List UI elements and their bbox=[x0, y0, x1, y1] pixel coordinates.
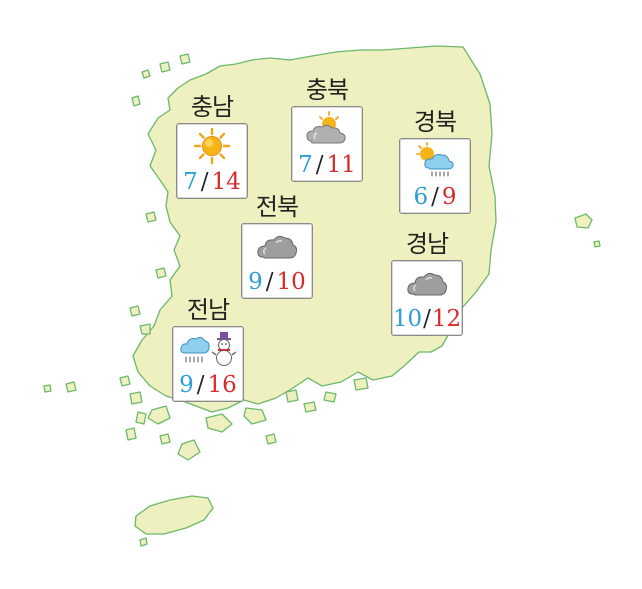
dokdo-island bbox=[593, 240, 601, 248]
island bbox=[177, 439, 201, 461]
island bbox=[159, 433, 171, 445]
island bbox=[243, 407, 267, 425]
island bbox=[159, 61, 171, 73]
region-name: 전남 bbox=[186, 296, 230, 324]
ulleungdo-island bbox=[574, 213, 593, 229]
region-name: 전북 bbox=[255, 193, 299, 221]
low-temp: 6 bbox=[413, 184, 429, 210]
high-temp: 16 bbox=[207, 372, 237, 398]
island bbox=[125, 427, 137, 441]
island bbox=[119, 375, 131, 387]
sun-rain-cloud-icon bbox=[416, 142, 454, 177]
island bbox=[141, 69, 151, 79]
high-temp: 10 bbox=[276, 269, 306, 295]
region-name: 충북 bbox=[305, 76, 349, 104]
low-temp: 7 bbox=[183, 169, 198, 195]
island bbox=[303, 401, 317, 413]
weather-card: 7/11 bbox=[291, 106, 363, 182]
weather-card: 10/12 bbox=[391, 260, 463, 336]
island bbox=[285, 389, 299, 403]
region-chungbuk: 충북 7/11 bbox=[290, 76, 364, 182]
region-chungnam: 충남 7/14 bbox=[175, 93, 249, 199]
high-temp: 11 bbox=[326, 152, 356, 178]
partly-cloudy-icon bbox=[306, 111, 346, 144]
island bbox=[179, 53, 191, 65]
weather-card: 7/14 bbox=[176, 123, 248, 199]
region-name: 경북 bbox=[413, 108, 457, 136]
island bbox=[145, 211, 157, 223]
cloud-icon bbox=[257, 235, 298, 259]
island bbox=[147, 405, 171, 425]
island bbox=[129, 391, 143, 405]
island bbox=[205, 413, 233, 433]
cloud-icon bbox=[407, 272, 448, 296]
low-temp: 7 bbox=[298, 152, 313, 178]
weather-card: 9/16 bbox=[172, 326, 244, 402]
region-jeonbuk: 전북 9/10 bbox=[240, 193, 314, 299]
island bbox=[131, 95, 141, 107]
island bbox=[43, 384, 52, 393]
high-temp: 9 bbox=[441, 184, 457, 210]
island bbox=[129, 305, 141, 317]
region-jeonnam: 전남 9/16 bbox=[171, 296, 245, 402]
island bbox=[155, 267, 167, 279]
low-temp: 9 bbox=[179, 372, 194, 398]
sun-icon bbox=[193, 127, 231, 165]
island bbox=[323, 391, 337, 403]
low-temp: 9 bbox=[248, 269, 263, 295]
rain-cloud-icon bbox=[180, 336, 210, 363]
region-gyeongnam: 경남 10/12 bbox=[390, 230, 464, 336]
low-temp: 10 bbox=[392, 306, 423, 332]
island bbox=[265, 433, 277, 445]
weather-card: 6/9 bbox=[399, 138, 471, 214]
jeju-island bbox=[134, 495, 214, 535]
region-name: 경남 bbox=[405, 230, 449, 258]
high-temp: 14 bbox=[211, 169, 241, 195]
weather-card: 9/10 bbox=[241, 223, 313, 299]
island bbox=[353, 377, 369, 391]
region-name: 충남 bbox=[190, 93, 234, 121]
island bbox=[135, 411, 147, 425]
high-temp: 12 bbox=[431, 306, 462, 332]
island bbox=[65, 381, 77, 393]
island bbox=[139, 323, 151, 335]
region-gyeongbuk: 경북 6/9 bbox=[398, 108, 472, 214]
island bbox=[139, 537, 148, 547]
snowman-icon bbox=[212, 332, 236, 366]
